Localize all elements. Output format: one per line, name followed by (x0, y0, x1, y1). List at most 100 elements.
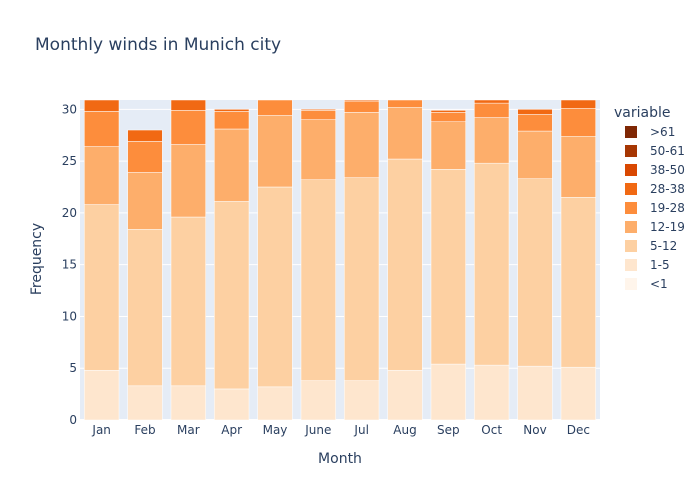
y-tick-label: 30 (62, 102, 77, 116)
bar-segment[interactable] (517, 114, 553, 132)
bar-segment[interactable] (214, 111, 250, 130)
bar-segment[interactable] (344, 99, 380, 102)
legend-swatch (625, 259, 637, 271)
legend-item[interactable]: 1-5 (625, 258, 670, 272)
bar-segment[interactable] (344, 177, 380, 381)
legend-swatch (625, 240, 637, 252)
bar-segment[interactable] (560, 197, 596, 368)
bar-segment[interactable] (474, 162, 510, 366)
x-tick-label: Aug (393, 423, 416, 437)
y-tick-label: 25 (62, 154, 77, 168)
legend-item[interactable]: >61 (625, 125, 675, 139)
bar-segment[interactable] (300, 109, 336, 111)
bar-segment[interactable] (84, 370, 120, 421)
bar-segment[interactable] (300, 119, 336, 180)
bar-segment[interactable] (300, 380, 336, 421)
legend-label: 12-19 (650, 220, 685, 234)
bar-segment[interactable] (387, 106, 423, 160)
bar-segment[interactable] (170, 144, 206, 218)
x-tick-label: Nov (523, 423, 546, 437)
bar-segment[interactable] (430, 363, 466, 421)
bar-segment[interactable] (430, 110, 466, 113)
bar-segment[interactable] (344, 100, 380, 113)
legend-label: 19-28 (650, 201, 685, 215)
bar-segment[interactable] (127, 129, 163, 142)
bar-segment[interactable] (517, 178, 553, 367)
gridlines (80, 108, 600, 421)
legend-swatch (625, 221, 637, 233)
legend-item[interactable]: 12-19 (625, 220, 685, 234)
bar-segment[interactable] (84, 99, 120, 112)
x-tick-label: Jul (353, 423, 368, 437)
x-tick-label: Apr (221, 423, 242, 437)
bar-segment[interactable] (517, 130, 553, 179)
legend-item[interactable]: 28-38 (625, 182, 685, 196)
legend-item[interactable]: <1 (625, 277, 668, 291)
bar-segment[interactable] (300, 110, 336, 120)
legend-item[interactable]: 38-50 (625, 163, 685, 177)
bar-segment[interactable] (387, 99, 423, 108)
bar-segment[interactable] (214, 201, 250, 390)
bar-segment[interactable] (517, 109, 553, 115)
bar-segment[interactable] (170, 216, 206, 387)
legend-label: <1 (650, 277, 668, 291)
bar-segment[interactable] (257, 386, 293, 421)
bar-segment[interactable] (214, 388, 250, 421)
bar-segment[interactable] (257, 115, 293, 188)
bar-segment[interactable] (127, 385, 163, 421)
plot-background (80, 100, 600, 420)
bar-segment[interactable] (474, 99, 510, 104)
y-tick-label: 20 (62, 206, 77, 220)
legend-item[interactable]: 50-61 (625, 144, 685, 158)
legend: >61 50-61 38-50 28-38 19-28 12-19 5-12 1-5 <1 (625, 125, 685, 291)
bar-segment[interactable] (430, 169, 466, 365)
x-tick-label: Oct (481, 423, 502, 437)
bar-segment[interactable] (170, 99, 206, 111)
bar-segment[interactable] (170, 110, 206, 145)
bar-segment[interactable] (560, 366, 596, 421)
bar-segment[interactable] (517, 365, 553, 421)
bar-segment[interactable] (474, 117, 510, 164)
bar-segment[interactable] (430, 121, 466, 170)
bar-segment[interactable] (560, 108, 596, 137)
y-axis-title: Frequency (29, 223, 45, 295)
bar-segment[interactable] (257, 186, 293, 388)
bar-segment[interactable] (127, 141, 163, 173)
bar-segment[interactable] (560, 135, 596, 198)
bar-segment[interactable] (127, 172, 163, 230)
bar-segment[interactable] (127, 229, 163, 387)
bar-segment[interactable] (344, 380, 380, 421)
bar-segment[interactable] (387, 158, 423, 371)
bar-segment[interactable] (214, 109, 250, 112)
bar-segment[interactable] (300, 179, 336, 381)
bar-segment[interactable] (257, 99, 293, 116)
y-tick-labels: 0 5 10 15 20 25 30 (62, 102, 77, 427)
x-tick-label: Dec (567, 423, 590, 437)
y-tick-label: 0 (69, 413, 77, 427)
bar-segment[interactable] (214, 128, 250, 202)
y-tick-label: 15 (62, 258, 77, 272)
bar-segment[interactable] (84, 204, 120, 371)
bar-segment[interactable] (344, 112, 380, 178)
x-tick-label: Feb (134, 423, 155, 437)
x-axis-title: Month (318, 451, 362, 467)
legend-label: 38-50 (650, 163, 685, 177)
legend-item[interactable]: 5-12 (625, 239, 677, 253)
bar-segment[interactable] (474, 364, 510, 421)
legend-swatch (625, 183, 637, 195)
bar-segment[interactable] (387, 370, 423, 421)
x-tick-label: June (304, 423, 331, 437)
legend-title: variable (614, 105, 670, 121)
bar-segment[interactable] (170, 385, 206, 421)
legend-item[interactable]: 19-28 (625, 201, 685, 215)
bar-segment[interactable] (474, 102, 510, 118)
x-tick-label: May (263, 423, 288, 437)
legend-swatch (625, 202, 637, 214)
chart-title: Monthly winds in Munich city (35, 35, 281, 55)
y-tick-label: 10 (62, 309, 77, 323)
bar-segment[interactable] (560, 99, 596, 109)
bar-segment[interactable] (430, 112, 466, 122)
bar-segment[interactable] (84, 146, 120, 205)
legend-label: 5-12 (650, 239, 677, 253)
bar-segment[interactable] (84, 111, 120, 147)
